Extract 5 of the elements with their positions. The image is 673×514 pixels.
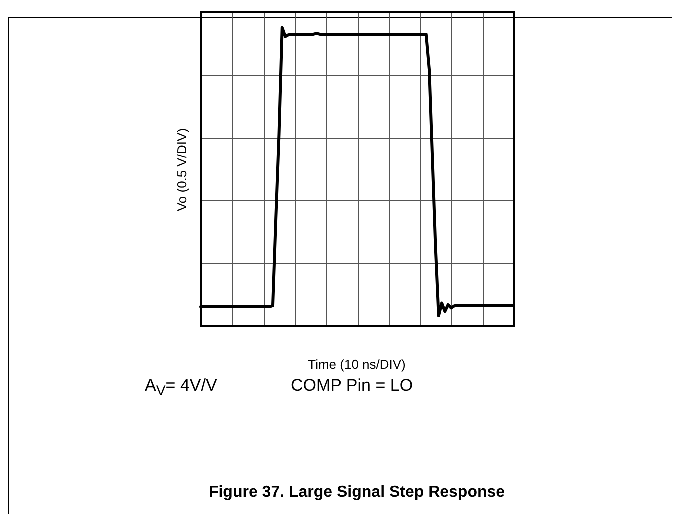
x-axis-title: Time (10 ns/DIV) — [308, 357, 406, 372]
text: COMP Pin = LO — [291, 376, 414, 396]
text: Figure 37. Large Signal Step Response — [208, 484, 506, 502]
text: A$_{V}$= 4V/V — [145, 376, 218, 400]
y-axis-title: Vo (0.5 V/DIV) — [174, 128, 190, 212]
